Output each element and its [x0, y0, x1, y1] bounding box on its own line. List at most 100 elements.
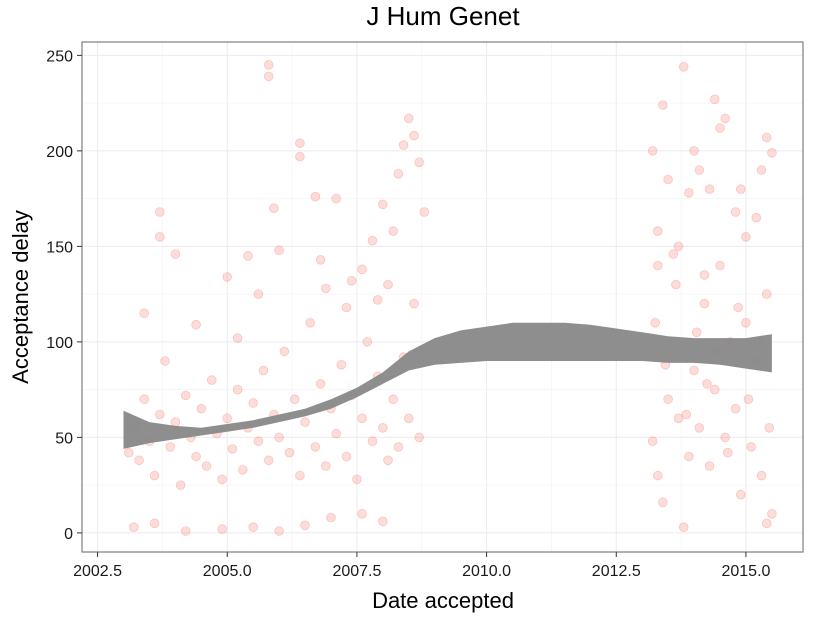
scatter-point	[326, 512, 336, 523]
scatter-point	[709, 384, 720, 395]
scatter-point	[305, 317, 316, 328]
scatter-point	[341, 302, 352, 313]
scatter-point	[149, 470, 160, 481]
scatter-point	[730, 403, 741, 414]
smooth-band	[123, 322, 772, 449]
scatter-point	[180, 390, 191, 401]
scatter-point	[761, 132, 772, 143]
scatter-point	[403, 113, 414, 124]
scatter-point	[751, 212, 762, 223]
scatter-point	[243, 251, 253, 261]
scatter-point	[761, 289, 772, 299]
scatter-point	[279, 346, 290, 357]
scatter-point	[409, 130, 419, 141]
scatter-point	[269, 203, 279, 214]
scatter-point	[206, 375, 217, 385]
scatter-point	[357, 264, 367, 275]
scatter-point	[756, 165, 767, 175]
scatter-point	[165, 442, 176, 452]
scatter-point	[274, 432, 284, 443]
scatter-point	[702, 379, 712, 389]
scatter-point	[767, 148, 777, 158]
scatter-point	[704, 461, 715, 471]
scatter-point	[393, 169, 404, 179]
scatter-point	[767, 508, 777, 519]
scatter-point	[289, 394, 300, 405]
y-tick-label: 150	[46, 239, 73, 256]
scatter-point	[720, 432, 730, 443]
scatter-point	[134, 455, 144, 466]
x-axis-title: Date accepted	[372, 588, 514, 613]
scatter-point	[663, 394, 673, 405]
scatter-point	[393, 442, 404, 452]
y-tick-label: 50	[55, 430, 73, 447]
scatter-point	[733, 302, 743, 313]
panel-border	[81, 41, 804, 553]
scatter-point	[295, 138, 305, 149]
x-tick-label: 2010.0	[462, 563, 511, 580]
scatter-point	[155, 409, 165, 420]
scatter-point	[222, 272, 233, 282]
y-axis: 0 50 100 150 200 250	[46, 48, 82, 543]
scatter-point	[175, 480, 186, 490]
scatter-point	[694, 422, 705, 433]
scatter-point	[658, 100, 668, 110]
scatter-point	[650, 317, 660, 328]
scatter-point	[191, 319, 201, 330]
scatter-point	[170, 417, 181, 427]
scatter-point	[678, 522, 689, 532]
scatter-point	[362, 337, 373, 347]
scatter-point	[248, 522, 259, 532]
scatter-point	[253, 436, 264, 447]
scatter-point	[300, 520, 310, 531]
y-tick-label: 0	[64, 526, 73, 543]
scatter-point	[647, 146, 658, 156]
scatter-point	[689, 365, 699, 376]
scatter-point	[263, 60, 274, 70]
scatter-point	[263, 71, 274, 82]
scatter-point	[274, 526, 284, 536]
scatter-point	[383, 279, 393, 290]
scatter-point	[336, 359, 347, 370]
scatter-point	[315, 379, 326, 389]
scatter-point	[684, 188, 694, 198]
scatter-point	[346, 275, 357, 286]
x-tick-label: 2002.5	[73, 563, 122, 580]
scatter-point	[227, 444, 238, 454]
scatter-point	[284, 447, 295, 458]
scatter-point	[310, 442, 321, 452]
scatter-point	[238, 465, 248, 475]
scatter-point	[263, 455, 274, 466]
scatter-point	[377, 422, 388, 433]
scatter-point	[678, 62, 689, 72]
scatter-point	[196, 403, 207, 414]
scatter-point	[671, 279, 681, 290]
y-tick-label: 100	[46, 335, 73, 352]
scatter-point	[123, 447, 134, 458]
scatter-point	[647, 436, 658, 447]
scatter-point	[746, 442, 756, 452]
y-tick-label: 250	[46, 48, 73, 65]
scatter-point	[414, 157, 425, 168]
scatter-point	[170, 249, 181, 259]
scatter-point	[201, 461, 212, 471]
scatter-point	[715, 123, 725, 133]
x-axis: 2002.5 2005.0 2007.5 2010.0 2012.5 2015.0	[73, 552, 771, 580]
scatter-point	[191, 451, 201, 462]
scatter-point	[367, 436, 378, 447]
scatter-point	[217, 474, 227, 485]
scatter-point	[295, 151, 305, 162]
scatter-point	[398, 140, 409, 150]
scatter-point	[761, 518, 772, 529]
scatter-point	[652, 470, 663, 481]
scatter-point	[652, 260, 663, 271]
scatter-point	[681, 409, 692, 420]
scatter-point	[689, 146, 699, 156]
scatter-point	[139, 394, 150, 405]
x-tick-label: 2012.5	[592, 563, 641, 580]
scatter-points	[123, 60, 777, 536]
grid	[82, 42, 803, 552]
smooth-band-area	[123, 322, 772, 449]
